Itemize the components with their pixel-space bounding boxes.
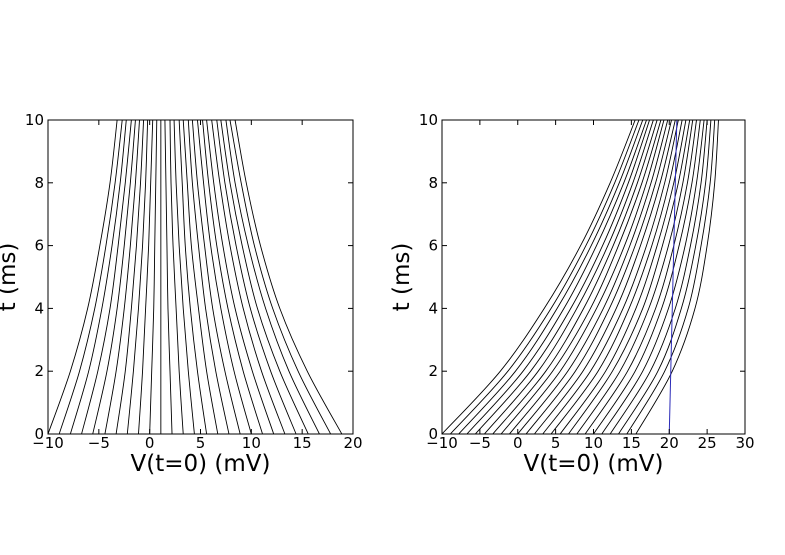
trajectory-line-15 <box>568 120 691 434</box>
trajectory-line-2 <box>69 120 127 434</box>
series-group <box>442 120 719 434</box>
trajectory-line-1 <box>58 120 123 434</box>
trajectory-line-13 <box>550 120 683 434</box>
x-tick-label: 10 <box>242 434 261 452</box>
x-tick-label: 25 <box>698 434 717 452</box>
x-tick-label: 5 <box>551 434 561 452</box>
trajectory-line-4 <box>474 120 650 434</box>
y-tick-label: 8 <box>34 174 44 192</box>
trajectory-line-23 <box>635 120 719 434</box>
trajectory-line-9 <box>517 120 669 434</box>
trajectory-line-19 <box>202 120 263 434</box>
y-axis-label: t (ms) <box>0 243 21 312</box>
threshold-line <box>668 120 678 434</box>
y-tick-label: 2 <box>428 362 438 380</box>
x-tick-label: 20 <box>343 434 362 452</box>
y-tick-label: 6 <box>428 237 438 255</box>
trajectory-line-11 <box>164 120 173 434</box>
trajectory-line-16 <box>187 120 230 434</box>
trajectory-line-17 <box>584 120 697 434</box>
x-tick-label: 0 <box>513 434 523 452</box>
trajectory-line-10 <box>525 120 672 434</box>
trajectory-line-5 <box>484 120 654 434</box>
trajectory-line-5 <box>104 120 140 434</box>
trajectory-line-18 <box>197 120 252 434</box>
y-tick-label: 6 <box>34 237 44 255</box>
trajectory-line-21 <box>211 120 286 434</box>
trajectory-line-1 <box>449 120 640 434</box>
y-tick-label: 0 <box>428 425 438 443</box>
trajectory-line-14 <box>178 120 208 434</box>
trajectory-line-22 <box>626 120 716 434</box>
y-axis-label: t (ms) <box>389 243 415 312</box>
trajectory-line-12 <box>542 120 679 434</box>
x-tick-label: 20 <box>660 434 679 452</box>
trajectory-line-21 <box>618 120 712 434</box>
x-tick-label: −10 <box>32 434 64 452</box>
trajectory-line-13 <box>173 120 195 434</box>
series-group <box>48 120 353 434</box>
trajectory-line-8 <box>138 120 154 434</box>
trajectory-line-22 <box>216 120 297 434</box>
x-tick-label: 15 <box>293 434 312 452</box>
y-tick-label: 2 <box>34 362 44 380</box>
trajectory-line-11 <box>534 120 676 434</box>
x-tick-label: 0 <box>145 434 155 452</box>
x-tick-label: −5 <box>469 434 491 452</box>
trajectory-line-7 <box>500 120 662 434</box>
x-tick-label: 30 <box>735 434 754 452</box>
y-tick-label: 8 <box>428 174 438 192</box>
x-tick-label: 15 <box>622 434 641 452</box>
x-tick-label: −10 <box>426 434 458 452</box>
trajectory-line-16 <box>576 120 694 434</box>
trajectory-line-14 <box>559 120 687 434</box>
trajectory-line-9 <box>149 120 158 434</box>
trajectory-line-3 <box>466 120 647 434</box>
trajectory-line-25 <box>229 120 332 434</box>
trajectory-line-15 <box>182 120 219 434</box>
trajectory-line-18 <box>593 120 701 434</box>
x-axis-label: V(t=0) (mV) <box>524 451 664 477</box>
y-tick-label: 0 <box>34 425 44 443</box>
x-tick-label: 5 <box>196 434 206 452</box>
y-tick-label: 10 <box>25 111 44 129</box>
trajectory-line-6 <box>492 120 658 434</box>
x-tick-label: −5 <box>88 434 110 452</box>
trajectory-line-26 <box>234 120 343 434</box>
trajectory-line-3 <box>81 120 132 434</box>
x-tick-label: 10 <box>584 434 603 452</box>
y-tick-label: 4 <box>34 299 44 317</box>
trajectory-line-23 <box>220 120 309 434</box>
trajectory-line-8 <box>509 120 665 434</box>
trajectory-line-20 <box>206 120 275 434</box>
trajectory-line-4 <box>92 120 136 434</box>
trajectory-line-20 <box>609 120 708 434</box>
x-axis-label: V(t=0) (mV) <box>131 451 271 477</box>
trajectory-line-2 <box>458 120 644 434</box>
trajectory-line-6 <box>115 120 145 434</box>
trajectory-line-0 <box>48 120 118 434</box>
trajectory-line-7 <box>126 120 149 434</box>
trajectory-line-19 <box>601 120 705 434</box>
y-tick-label: 10 <box>419 111 438 129</box>
trajectory-line-24 <box>225 120 320 434</box>
trajectory-line-0 <box>442 120 636 434</box>
trajectory-line-17 <box>191 120 241 434</box>
y-tick-label: 4 <box>428 299 438 317</box>
trajectory-line-12 <box>169 120 184 434</box>
